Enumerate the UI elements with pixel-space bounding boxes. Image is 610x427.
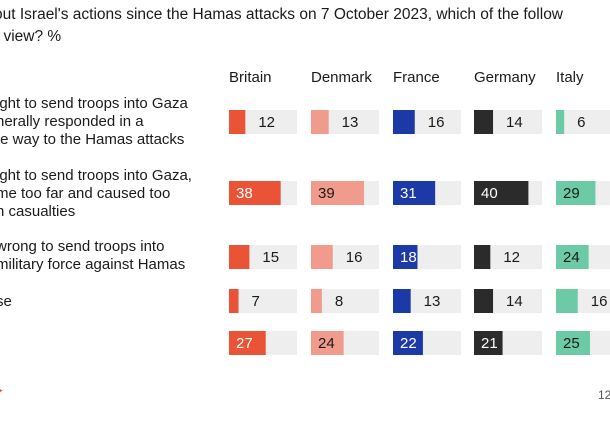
page-number: 12 (598, 388, 610, 402)
data-label-germany-row-2: 40 (481, 185, 498, 202)
data-label-britain-row-4: 7 (252, 293, 260, 310)
data-label-italy-row-2: 29 (563, 185, 580, 202)
row-label-4: se (0, 293, 12, 311)
row-label-4-line-1: se (0, 293, 12, 310)
data-label-france-row-4: 13 (424, 293, 441, 310)
row-label-1: ight to send troops into Gaza nerally re… (0, 95, 188, 149)
data-label-france-row-5: 22 (400, 335, 417, 352)
bar-track-denmark-row-4 (311, 289, 379, 313)
bar-italy-row-3 (556, 245, 589, 269)
data-label-denmark-row-2: 39 (318, 185, 335, 202)
data-label-germany-row-4: 14 (506, 293, 523, 310)
data-label-france-row-1: 16 (428, 114, 445, 131)
row-label-3-line-1: wrong to send troops into (0, 238, 165, 255)
bar-germany-row-4 (474, 289, 494, 313)
bar-britain-row-1 (229, 110, 246, 134)
bar-britain-row-3 (229, 245, 250, 269)
data-label-germany-row-5: 21 (481, 335, 498, 352)
column-header-germany: Germany (474, 69, 536, 86)
row-label-3-line-2: military force against Hamas (0, 256, 186, 273)
row-label-3: wrong to send troops into military force… (0, 238, 185, 274)
row-label-2-line-1: ight to send troops into Gaza, (0, 167, 192, 184)
question-line-1: out Israel's actions since the Hamas att… (0, 6, 564, 23)
bar-track-italy-row-1 (556, 110, 610, 134)
bar-britain-row-5 (229, 331, 266, 355)
column-header-denmark: Denmark (311, 69, 372, 86)
bar-britain-row-2 (229, 181, 281, 205)
bar-france-row-1 (393, 110, 415, 134)
row-label-2-line-3: n casualties (0, 203, 76, 220)
row-label-1-line-2: nerally responded in a (0, 113, 144, 130)
bar-denmark-row-3 (311, 245, 333, 269)
data-label-denmark-row-5: 24 (318, 335, 335, 352)
data-label-denmark-row-4: 8 (335, 293, 343, 310)
bar-italy-row-1 (556, 110, 565, 134)
bar-italy-row-2 (556, 181, 596, 205)
question-line-2: r view? % (0, 28, 62, 45)
bar-italy-row-4 (556, 289, 578, 313)
bar-germany-row-3 (474, 245, 491, 269)
data-label-britain-row-1: 12 (258, 114, 275, 131)
bar-germany-row-2 (474, 181, 529, 205)
data-label-britain-row-5: 27 (236, 335, 253, 352)
bar-denmark-row-1 (311, 110, 329, 134)
logo-mark: ✦ (0, 384, 4, 398)
data-label-denmark-row-3: 16 (346, 249, 363, 266)
data-label-italy-row-3: 24 (563, 249, 580, 266)
data-label-britain-row-3: 15 (262, 249, 279, 266)
bar-denmark-row-2 (311, 181, 365, 205)
row-label-2: ight to send troops into Gaza, me too fa… (0, 167, 192, 221)
bar-france-row-4 (393, 289, 411, 313)
bar-denmark-row-4 (311, 289, 322, 313)
row-label-1-line-1: ight to send troops into Gaza (0, 95, 188, 112)
bar-track-britain-row-4 (229, 289, 297, 313)
question-text: out Israel's actions since the Hamas att… (0, 4, 610, 48)
data-label-britain-row-2: 38 (236, 185, 253, 202)
column-header-italy: Italy (556, 69, 584, 86)
bar-denmark-row-5 (311, 331, 344, 355)
bar-germany-row-5 (474, 331, 503, 355)
data-label-italy-row-4: 16 (591, 293, 608, 310)
bar-britain-row-4 (229, 289, 239, 313)
column-header-france: France (393, 69, 440, 86)
bar-france-row-3 (393, 245, 418, 269)
column-header-britain: Britain (229, 69, 272, 86)
row-label-1-line-3: te way to the Hamas attacks (0, 131, 185, 148)
data-label-germany-row-1: 14 (506, 114, 523, 131)
row-label-2-line-2: me too far and caused too (0, 185, 171, 202)
bar-france-row-5 (393, 331, 423, 355)
data-label-france-row-3: 18 (400, 249, 417, 266)
data-label-denmark-row-1: 13 (342, 114, 359, 131)
data-label-italy-row-5: 25 (563, 335, 580, 352)
bar-italy-row-5 (556, 331, 590, 355)
bar-france-row-2 (393, 181, 436, 205)
bar-germany-row-1 (474, 110, 494, 134)
data-label-france-row-2: 31 (400, 185, 417, 202)
data-label-germany-row-3: 12 (503, 249, 520, 266)
data-label-italy-row-1: 6 (577, 114, 585, 131)
